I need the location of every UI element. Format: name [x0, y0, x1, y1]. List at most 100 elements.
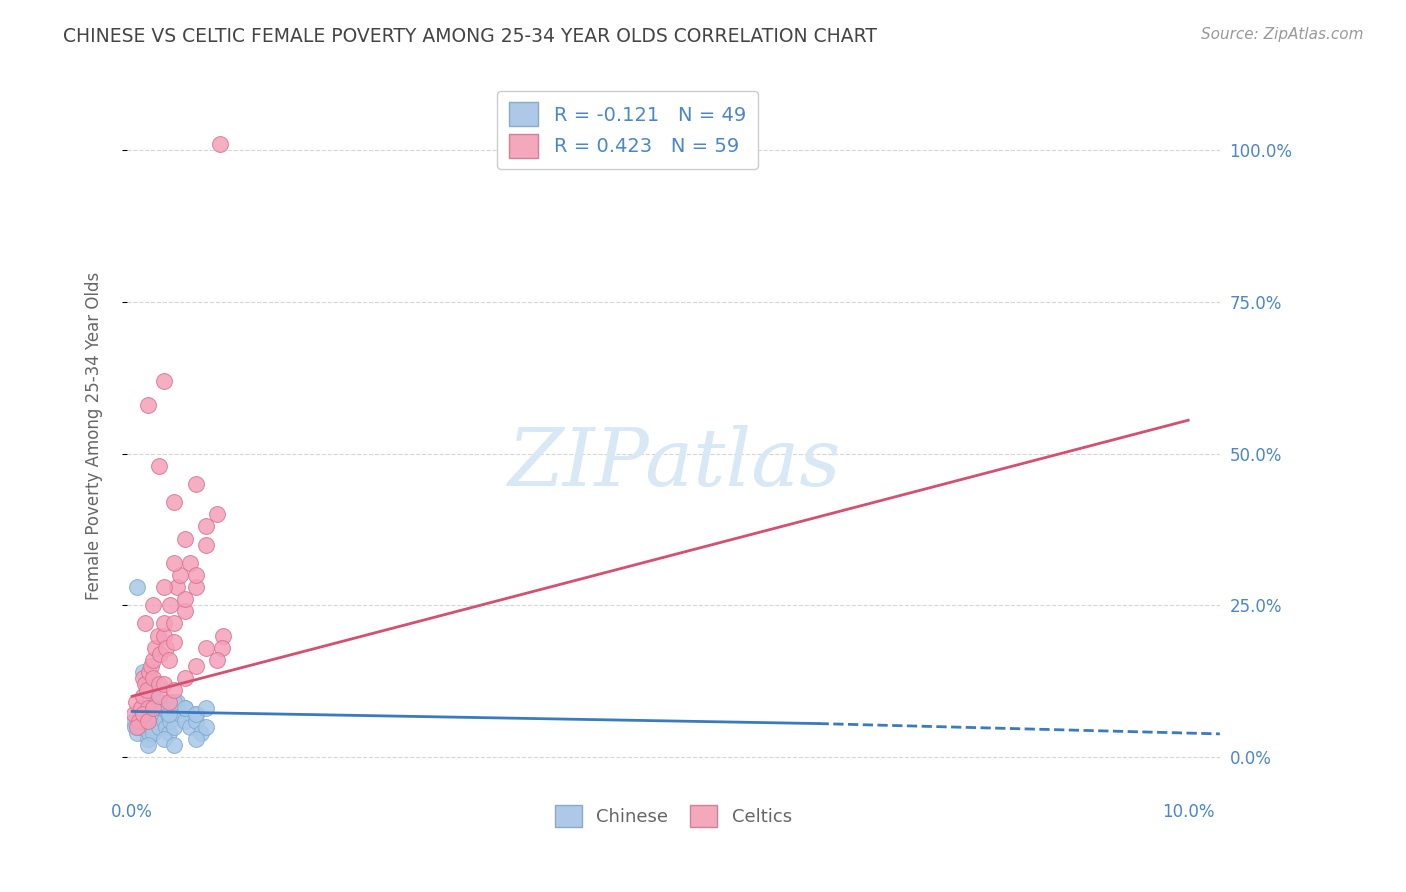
Point: [174, 671, 197, 685]
Point: [136, 683, 159, 698]
Point: [159, 599, 181, 613]
Point: [157, 695, 180, 709]
Point: [153, 714, 176, 728]
Point: [138, 725, 160, 739]
Point: [134, 707, 156, 722]
Point: [155, 640, 177, 655]
Point: [149, 695, 172, 709]
Point: [211, 640, 233, 655]
Point: [174, 701, 197, 715]
Point: [142, 701, 165, 715]
Point: [128, 714, 150, 728]
Legend: Chinese, Celtics: Chinese, Celtics: [548, 798, 799, 834]
Point: [157, 707, 180, 722]
Point: [134, 616, 156, 631]
Point: [148, 695, 170, 709]
Point: [184, 707, 207, 722]
Point: [148, 720, 170, 734]
Y-axis label: Female Poverty Among 25-34 Year Olds: Female Poverty Among 25-34 Year Olds: [86, 271, 103, 599]
Point: [148, 677, 170, 691]
Point: [142, 599, 165, 613]
Point: [145, 640, 167, 655]
Point: [184, 580, 207, 594]
Point: [138, 665, 160, 679]
Point: [146, 629, 169, 643]
Point: [142, 671, 165, 685]
Point: [153, 629, 176, 643]
Point: [153, 616, 176, 631]
Point: [184, 477, 207, 491]
Point: [146, 714, 169, 728]
Point: [124, 714, 146, 728]
Point: [208, 137, 231, 152]
Point: [163, 495, 186, 509]
Point: [134, 677, 156, 691]
Point: [166, 695, 188, 709]
Point: [125, 695, 148, 709]
Point: [155, 720, 177, 734]
Point: [163, 695, 186, 709]
Point: [166, 580, 188, 594]
Point: [205, 653, 228, 667]
Point: [174, 532, 197, 546]
Point: [174, 604, 197, 618]
Point: [195, 701, 218, 715]
Point: [127, 725, 149, 739]
Point: [150, 707, 173, 722]
Point: [163, 634, 186, 648]
Point: [174, 592, 197, 607]
Point: [142, 690, 165, 704]
Point: [212, 629, 235, 643]
Point: [163, 720, 186, 734]
Point: [163, 556, 186, 570]
Point: [169, 568, 191, 582]
Point: [142, 653, 165, 667]
Point: [136, 731, 159, 746]
Point: [184, 568, 207, 582]
Point: [195, 640, 218, 655]
Point: [184, 659, 207, 673]
Point: [163, 738, 186, 752]
Point: [136, 677, 159, 691]
Point: [145, 701, 167, 715]
Point: [127, 720, 149, 734]
Point: [153, 701, 176, 715]
Point: [129, 720, 152, 734]
Point: [195, 538, 218, 552]
Point: [184, 714, 207, 728]
Point: [136, 701, 159, 715]
Point: [124, 707, 146, 722]
Point: [163, 701, 186, 715]
Text: CHINESE VS CELTIC FEMALE POVERTY AMONG 25-34 YEAR OLDS CORRELATION CHART: CHINESE VS CELTIC FEMALE POVERTY AMONG 2…: [63, 27, 877, 45]
Point: [136, 720, 159, 734]
Point: [179, 556, 201, 570]
Point: [127, 580, 149, 594]
Point: [163, 616, 186, 631]
Point: [132, 707, 155, 722]
Point: [148, 690, 170, 704]
Point: [195, 519, 218, 533]
Point: [132, 690, 155, 704]
Point: [148, 458, 170, 473]
Point: [163, 683, 186, 698]
Point: [129, 701, 152, 715]
Point: [124, 720, 146, 734]
Text: Source: ZipAtlas.com: Source: ZipAtlas.com: [1201, 27, 1364, 42]
Point: [153, 677, 176, 691]
Point: [157, 653, 180, 667]
Point: [157, 707, 180, 722]
Point: [205, 508, 228, 522]
Text: ZIPatlas: ZIPatlas: [506, 425, 841, 503]
Point: [157, 725, 180, 739]
Point: [132, 665, 155, 679]
Point: [136, 714, 159, 728]
Point: [132, 714, 155, 728]
Point: [153, 374, 176, 388]
Point: [149, 647, 172, 661]
Point: [153, 701, 176, 715]
Point: [184, 707, 207, 722]
Point: [141, 720, 163, 734]
Point: [179, 720, 201, 734]
Point: [132, 671, 155, 685]
Point: [195, 720, 218, 734]
